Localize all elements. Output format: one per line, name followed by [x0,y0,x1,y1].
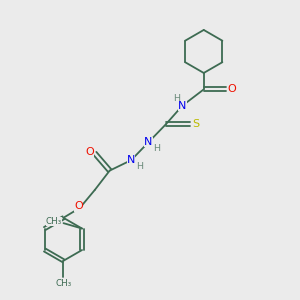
Text: N: N [144,137,153,147]
Text: H: H [136,162,143,171]
Text: O: O [74,201,83,212]
Text: O: O [85,147,94,157]
Text: S: S [192,119,199,129]
Text: N: N [178,101,186,111]
Text: H: H [173,94,180,103]
Text: O: O [227,84,236,94]
Text: CH₃: CH₃ [55,279,71,288]
Text: CH₃: CH₃ [46,217,62,226]
Text: H: H [153,144,161,153]
Text: N: N [127,155,135,165]
